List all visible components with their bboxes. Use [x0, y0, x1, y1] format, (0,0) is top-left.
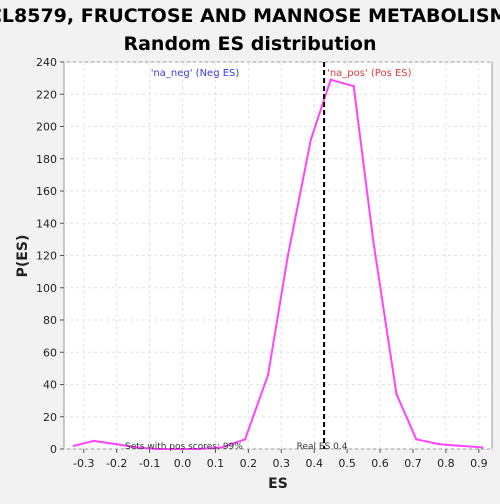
- data-point: [395, 392, 398, 396]
- y-tick-label: 180: [36, 153, 57, 166]
- x-tick-label: 0.9: [470, 457, 488, 470]
- y-tick-label: 40: [43, 379, 57, 392]
- x-tick-label: 0.2: [240, 457, 258, 470]
- data-point: [286, 254, 290, 257]
- data-point: [115, 442, 118, 446]
- series-layer: [72, 78, 484, 451]
- data-point: [329, 78, 332, 81]
- y-tick-label: 0: [50, 443, 57, 456]
- data-point: [309, 138, 313, 141]
- data-point: [154, 447, 158, 451]
- x-tick-label: -0.2: [106, 457, 127, 470]
- plot-area: [63, 61, 493, 450]
- y-tick-label: 80: [43, 314, 57, 327]
- x-tick-label: -0.1: [139, 457, 160, 470]
- data-point: [372, 241, 375, 244]
- x-axis-ticks: -0.3 -0.2 -0.1 0.0 0.1 0.2 0.3 0.4 0.5 0.6 0.7 0.8 0…: [73, 449, 488, 470]
- x-tick-label: 0.8: [437, 457, 455, 470]
- x-tick-label: -0.3: [73, 457, 94, 470]
- x-tick-label: 0.3: [273, 457, 291, 470]
- data-point: [266, 373, 270, 377]
- y-tick-label: 140: [36, 217, 57, 230]
- data-point: [352, 84, 355, 88]
- chart-title-line1: CL8579, FRUCTOSE AND MANNOSE METABOLISM:: [0, 5, 500, 27]
- y-tick-label: 240: [36, 56, 57, 69]
- x-tick-label: 0.5: [338, 457, 356, 470]
- x-tick-label: 0.6: [371, 457, 389, 470]
- data-point: [438, 442, 441, 446]
- data-point: [220, 446, 224, 449]
- y-tick-label: 200: [36, 121, 57, 134]
- grid-layer: [64, 61, 492, 450]
- x-axis-label: ES: [268, 476, 288, 492]
- data-point: [480, 446, 484, 449]
- y-tick-label: 100: [36, 282, 57, 295]
- x-tick-label: 0.7: [404, 457, 422, 470]
- y-axis-label: P(ES): [15, 235, 31, 278]
- data-point: [135, 446, 138, 449]
- data-point: [415, 438, 418, 441]
- data-point: [197, 447, 201, 451]
- series-line: [73, 78, 483, 450]
- y-tick-label: 120: [36, 250, 57, 263]
- y-axis-ticks: 0 20 40 60 80 100 120 140 160 180 200 220 240: [36, 56, 64, 456]
- data-point: [178, 447, 181, 451]
- y-tick-label: 220: [36, 88, 57, 101]
- chart-title-line2: Random ES distribution: [123, 33, 376, 55]
- data-point: [243, 438, 247, 441]
- pos-es-label: 'na_pos' (Pos ES): [327, 68, 412, 79]
- x-tick-label: 0.0: [174, 457, 192, 470]
- neg-es-label: 'na_neg' (Neg ES): [151, 68, 240, 79]
- sets-with-pos-scores-note: Sets with pos scores: 99%: [125, 442, 243, 452]
- data-point: [92, 439, 95, 443]
- x-tick-label: 0.4: [305, 457, 323, 470]
- real-es-label: Real ES 0.4: [297, 442, 348, 452]
- data-point: [457, 444, 461, 447]
- y-tick-label: 20: [43, 411, 57, 424]
- x-tick-label: 0.1: [207, 457, 225, 470]
- data-point: [72, 444, 76, 447]
- y-tick-label: 60: [43, 346, 57, 359]
- y-tick-label: 160: [36, 185, 57, 198]
